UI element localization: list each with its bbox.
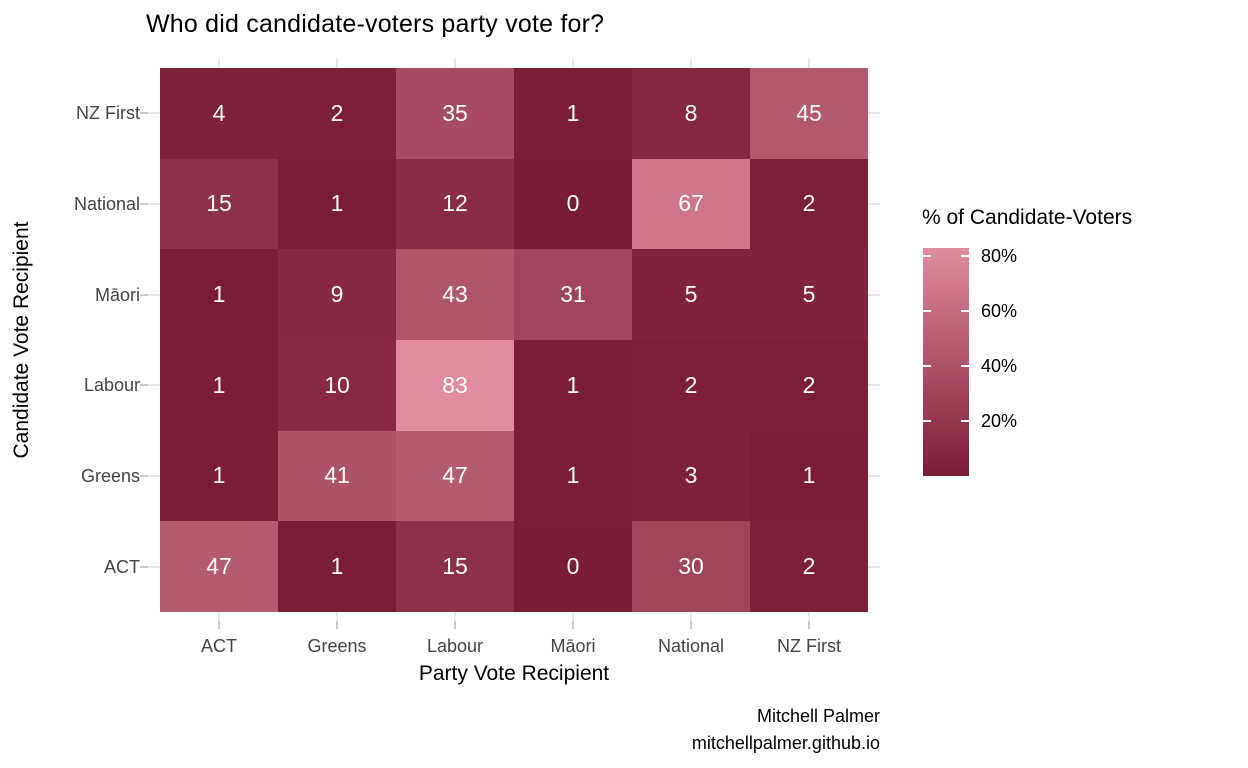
heatmap-cell: 15	[396, 521, 514, 612]
heatmap-cell: 4	[160, 68, 278, 159]
heatmap-cell: 1	[278, 158, 396, 250]
caption-author: Mitchell Palmer	[756, 706, 880, 726]
x-axis-tick	[690, 621, 692, 629]
heatmap-cell: 30	[632, 521, 750, 612]
legend-tick-mark	[961, 310, 969, 313]
chart-title: Who did candidate-voters party vote for?	[146, 10, 605, 38]
x-axis-tick	[454, 621, 456, 629]
heatmap-cell: 1	[750, 430, 868, 522]
heatmap-cell: 8	[632, 68, 750, 159]
y-axis-tick	[140, 293, 148, 296]
heatmap-cell: 83	[396, 340, 514, 431]
heatmap-cell: 1	[278, 521, 396, 612]
legend-tick-mark	[961, 420, 969, 423]
heatmap-cell: 12	[396, 158, 514, 250]
y-axis-tick	[140, 112, 148, 115]
heatmap-cell: 2	[632, 340, 750, 431]
x-axis-label: ACT	[201, 636, 237, 656]
heatmap-cell: 3	[632, 430, 750, 522]
heatmap-cell: 2	[278, 68, 396, 159]
heatmap-cell: 43	[396, 249, 514, 340]
heatmap-cell: 5	[750, 249, 868, 340]
x-axis-label: Greens	[307, 636, 367, 656]
x-axis-label: Labour	[426, 636, 484, 656]
y-axis-label: Greens	[80, 466, 140, 486]
heatmap-cell: 1	[160, 340, 278, 431]
heatmap-cell: 1	[160, 249, 278, 340]
legend-tick-label: 80%	[981, 246, 1018, 267]
legend-tick-mark	[923, 365, 931, 368]
y-axis-label: ACT	[104, 556, 140, 577]
y-axis-label: Māori	[94, 284, 140, 305]
x-axis-tick	[336, 621, 338, 629]
plot-panel: 4 2 35 1 8 45 15 1 12 0 67 2 1 9 43 31 5 5 1 10 83 1 2 2 1 41 47 1 3…	[148, 59, 880, 621]
legend-title: % of Candidate-Voters	[922, 206, 1133, 229]
heatmap-cell: 41	[278, 430, 396, 522]
y-axis-tick	[140, 475, 148, 477]
y-axis-label: National	[73, 194, 140, 214]
x-axis-tick	[572, 621, 574, 629]
legend-tick-mark	[923, 310, 931, 313]
heatmap-cell: 35	[396, 68, 514, 159]
legend-tick-mark	[923, 420, 931, 423]
caption: Mitchell Palmer mitchellpalmer.github.io	[400, 703, 880, 757]
x-axis-label: NZ First	[777, 636, 841, 656]
heatmap-cell: 10	[278, 340, 396, 431]
legend-gradient-bar	[923, 248, 969, 476]
y-axis-title: Candidate Vote Recipient	[10, 221, 33, 459]
heatmap-cell: 0	[514, 521, 632, 612]
x-axis-tick	[808, 621, 810, 629]
heatmap-cell: 1	[514, 68, 632, 159]
heatmap-cell: 45	[750, 68, 868, 159]
heatmap-cell: 2	[750, 158, 868, 250]
x-axis-title: Party Vote Recipient	[418, 662, 610, 685]
heatmap-cell: 2	[750, 340, 868, 431]
legend-tick-mark	[961, 255, 969, 258]
heatmap-cell: 67	[632, 158, 750, 250]
y-axis-tick	[140, 203, 148, 205]
heatmap-cell: 2	[750, 521, 868, 612]
heatmap-cell: 1	[160, 430, 278, 522]
heatmap-cell: 0	[514, 158, 632, 250]
heatmap-cell: 5	[632, 249, 750, 340]
heatmap-cell: 15	[160, 158, 278, 250]
heatmap-cell: 31	[514, 249, 632, 340]
legend-tick-label: 60%	[981, 301, 1018, 322]
heatmap-cell: 47	[396, 430, 514, 522]
y-axis-tick	[140, 565, 148, 568]
x-axis-label: Māori	[550, 636, 596, 656]
legend-tick-label: 40%	[981, 356, 1018, 377]
y-axis-tick	[140, 384, 148, 387]
legend-tick-mark	[961, 365, 969, 368]
legend-tick-mark	[923, 255, 931, 258]
x-axis-label: National	[657, 636, 725, 656]
heatmap-cell: 1	[514, 340, 632, 431]
x-axis-tick	[218, 621, 220, 629]
y-axis-label: Labour	[83, 375, 140, 396]
legend-tick-label: 20%	[981, 411, 1018, 432]
heatmap-cell: 9	[278, 249, 396, 340]
heatmap-cell: 47	[160, 521, 278, 612]
caption-url: mitchellpalmer.github.io	[691, 733, 880, 753]
y-axis-label: NZ First	[76, 103, 140, 124]
heatmap-cell: 1	[514, 430, 632, 522]
